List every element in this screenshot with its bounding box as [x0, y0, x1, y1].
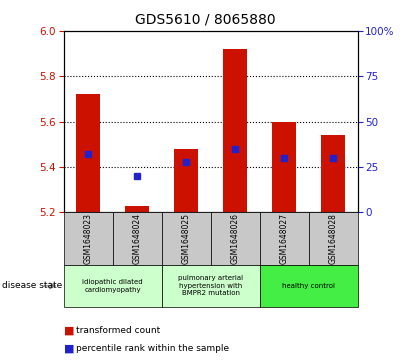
Text: transformed count: transformed count [76, 326, 160, 335]
Bar [174, 149, 199, 212]
Text: idiopathic dilated
cardiomyopathy: idiopathic dilated cardiomyopathy [82, 279, 143, 293]
Text: GDS5610 / 8065880: GDS5610 / 8065880 [135, 13, 276, 27]
Bar [223, 49, 247, 212]
Text: GSM1648028: GSM1648028 [328, 213, 337, 264]
Text: pulmonary arterial
hypertension with
BMPR2 mutation: pulmonary arterial hypertension with BMP… [178, 276, 243, 296]
Bar [260, 265, 358, 307]
Bar [113, 212, 162, 265]
Bar [64, 265, 162, 307]
Bar [76, 94, 100, 212]
Bar [64, 212, 113, 265]
Bar [162, 212, 211, 265]
Text: GSM1648027: GSM1648027 [279, 213, 289, 264]
Bar [272, 122, 296, 212]
Text: percentile rank within the sample: percentile rank within the sample [76, 344, 229, 353]
Bar [162, 265, 260, 307]
Text: ■: ■ [64, 343, 74, 354]
Text: disease state: disease state [2, 281, 62, 290]
Bar [260, 212, 309, 265]
Bar [309, 212, 358, 265]
Bar [321, 135, 345, 212]
Text: GSM1648025: GSM1648025 [182, 213, 191, 264]
Text: GSM1648024: GSM1648024 [133, 213, 142, 264]
Bar [125, 205, 150, 212]
Text: GSM1648023: GSM1648023 [84, 213, 93, 264]
Bar [211, 212, 260, 265]
Text: ■: ■ [64, 325, 74, 335]
Text: GSM1648026: GSM1648026 [231, 213, 240, 264]
Text: healthy control: healthy control [282, 283, 335, 289]
